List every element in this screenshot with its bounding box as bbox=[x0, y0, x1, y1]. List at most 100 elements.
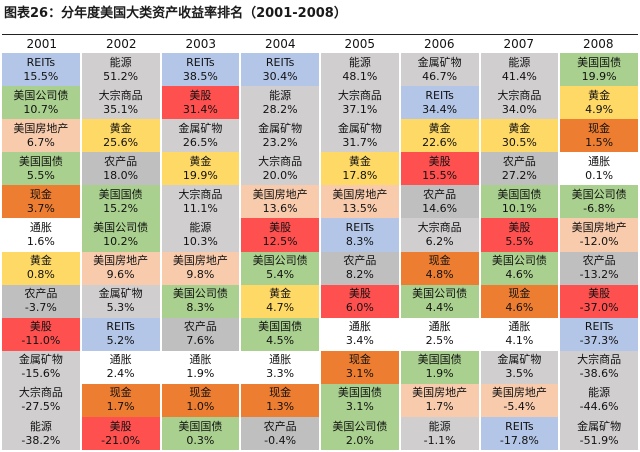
ranking-cell: 农产品 -13.2% bbox=[560, 251, 638, 285]
ranking-cell: 美股 12.5% bbox=[241, 218, 319, 252]
year-header: 2005 bbox=[344, 37, 376, 51]
return-value: 8.3% bbox=[186, 301, 215, 315]
return-value: 15.5% bbox=[422, 168, 458, 182]
asset-name: 美国国债 bbox=[258, 320, 303, 334]
asset-name: 美国国债 bbox=[497, 187, 542, 201]
ranking-cell: 农产品 27.2% bbox=[480, 152, 559, 186]
ranking-cell: 美国公司债 8.3% bbox=[161, 284, 240, 318]
asset-name: 美国公司债 bbox=[13, 88, 69, 102]
ranking-cell: 美国国债 5.5% bbox=[2, 152, 80, 186]
return-value: 0.1% bbox=[585, 168, 614, 182]
asset-name: 大宗商品 bbox=[417, 221, 462, 235]
asset-name: 大宗商品 bbox=[18, 386, 63, 400]
asset-name: 金属矿物 bbox=[417, 55, 462, 69]
return-value: 4.4% bbox=[425, 301, 454, 315]
year-header: 2007 bbox=[503, 37, 535, 51]
return-value: 19.9% bbox=[581, 69, 617, 83]
asset-name: 美股 bbox=[29, 320, 52, 334]
return-value: 13.5% bbox=[342, 201, 378, 215]
asset-name: 金属矿物 bbox=[577, 419, 622, 433]
return-value: 51.2% bbox=[103, 69, 139, 83]
ranking-cell: 通胀 1.9% bbox=[161, 350, 240, 384]
return-value: -13.2% bbox=[579, 268, 619, 282]
asset-name: REITs bbox=[345, 221, 375, 235]
return-value: 0.8% bbox=[26, 268, 55, 282]
return-value: -27.5% bbox=[21, 400, 61, 414]
asset-name: 美股 bbox=[588, 287, 611, 301]
ranking-cell: 美国国债 4.5% bbox=[241, 317, 319, 351]
ranking-cell: 金属矿物 26.5% bbox=[161, 119, 240, 153]
asset-name: 黄金 bbox=[428, 121, 451, 135]
ranking-cell: 能源 51.2% bbox=[81, 53, 160, 87]
return-value: -3.7% bbox=[24, 301, 57, 315]
year-header-row: 2001 2002 2003 2004 2005 2006 2007 2008 bbox=[2, 35, 638, 53]
return-value: 1.5% bbox=[585, 135, 614, 149]
return-value: 31.4% bbox=[182, 102, 218, 116]
ranking-cell: REITs 5.2% bbox=[81, 317, 160, 351]
return-value: 10.1% bbox=[501, 201, 537, 215]
asset-name: 现金 bbox=[269, 386, 292, 400]
ranking-cell: 大宗商品 -38.6% bbox=[560, 350, 638, 384]
return-value: -1.1% bbox=[423, 433, 456, 447]
return-value: 46.7% bbox=[422, 69, 458, 83]
asset-name: 美国公司债 bbox=[571, 187, 627, 201]
return-value: 2.4% bbox=[106, 367, 135, 381]
asset-name: 通胀 bbox=[508, 320, 531, 334]
ranking-cell: 大宗商品 20.0% bbox=[241, 152, 319, 186]
asset-name: 农产品 bbox=[343, 254, 377, 268]
return-value: 2.0% bbox=[345, 433, 374, 447]
return-value: 5.4% bbox=[266, 268, 295, 282]
year-header: 2008 bbox=[582, 37, 614, 51]
return-value: 4.9% bbox=[585, 102, 614, 116]
return-value: 9.6% bbox=[106, 268, 135, 282]
ranking-cell: 美股 31.4% bbox=[161, 86, 240, 120]
return-value: 0.3% bbox=[186, 433, 215, 447]
return-value: 38.5% bbox=[182, 69, 218, 83]
ranking-cell: 通胀 1.6% bbox=[2, 218, 80, 252]
asset-name: 美国国债 bbox=[98, 187, 143, 201]
return-value: 4.6% bbox=[505, 268, 534, 282]
asset-name: 大宗商品 bbox=[178, 187, 223, 201]
ranking-cell: 现金 1.0% bbox=[161, 383, 240, 418]
ranking-cell: 农产品 -0.4% bbox=[241, 417, 319, 451]
ranking-cell: 美国公司债 10.7% bbox=[2, 86, 80, 120]
return-value: 3.5% bbox=[505, 367, 534, 381]
return-value: 41.4% bbox=[501, 69, 537, 83]
asset-name: 大宗商品 bbox=[497, 88, 542, 102]
return-value: 5.3% bbox=[106, 301, 135, 315]
ranking-cell: 金属矿物 23.2% bbox=[241, 119, 319, 153]
return-value: 30.4% bbox=[262, 69, 298, 83]
ranking-cell: 美国房地产 13.5% bbox=[321, 185, 399, 219]
ranking-cell: 现金 3.1% bbox=[321, 350, 399, 384]
ranking-cell: 现金 4.6% bbox=[480, 284, 559, 318]
return-value: 2.5% bbox=[425, 334, 454, 348]
asset-name: 农产品 bbox=[582, 254, 616, 268]
ranking-cell: 美国公司债 5.4% bbox=[241, 251, 319, 285]
asset-name: REITs bbox=[186, 55, 215, 69]
asset-name: 通胀 bbox=[348, 320, 371, 334]
return-value: 26.5% bbox=[182, 135, 218, 149]
return-value: 10.7% bbox=[23, 102, 59, 116]
asset-name: REITs bbox=[584, 320, 614, 334]
asset-name: 大宗商品 bbox=[258, 154, 303, 168]
asset-name: 美国国债 bbox=[178, 419, 223, 433]
ranking-cell: 美国公司债 4.4% bbox=[400, 284, 479, 318]
asset-name: 美国房地产 bbox=[491, 386, 547, 400]
asset-name: 美国房地产 bbox=[412, 386, 468, 400]
return-value: -38.6% bbox=[579, 367, 619, 381]
return-value: 22.6% bbox=[422, 135, 458, 149]
ranking-cell: 美股 15.5% bbox=[400, 152, 479, 186]
asset-name: 能源 bbox=[29, 419, 52, 433]
return-value: 6.2% bbox=[425, 235, 454, 249]
asset-name: 金属矿物 bbox=[497, 353, 542, 367]
asset-name: 黄金 bbox=[348, 154, 371, 168]
asset-name: 现金 bbox=[588, 121, 611, 135]
ranking-cell: 金属矿物 -15.6% bbox=[2, 350, 80, 384]
return-value: 4.1% bbox=[505, 334, 534, 348]
ranking-cell: 黄金 30.5% bbox=[480, 119, 559, 153]
ranking-cell: REITs 8.3% bbox=[321, 218, 399, 252]
year-header: 2001 bbox=[26, 37, 58, 51]
year-header: 2006 bbox=[423, 37, 455, 51]
return-value: 3.1% bbox=[345, 400, 374, 414]
asset-name: 农产品 bbox=[423, 187, 457, 201]
